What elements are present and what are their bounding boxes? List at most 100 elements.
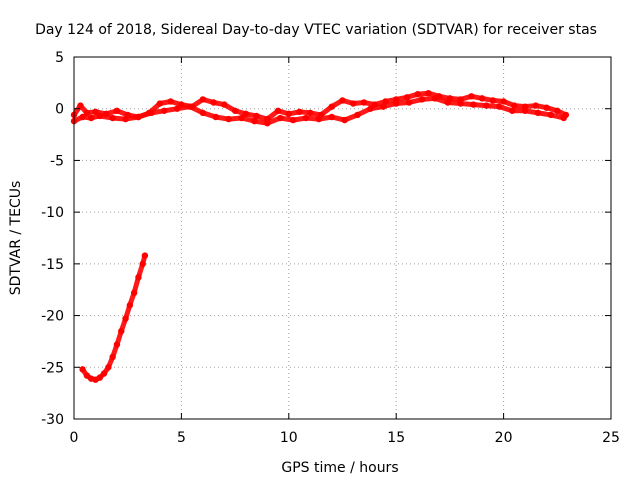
data-point bbox=[135, 113, 142, 121]
data-point bbox=[483, 102, 490, 109]
series-trace bbox=[71, 95, 567, 126]
data-point bbox=[418, 96, 426, 103]
data-point bbox=[554, 107, 561, 114]
data-point bbox=[210, 99, 217, 106]
data-point bbox=[328, 113, 335, 121]
data-point bbox=[83, 109, 91, 117]
data-point bbox=[186, 103, 194, 110]
data-point bbox=[225, 115, 232, 123]
data-point bbox=[199, 96, 207, 103]
data-point bbox=[511, 102, 518, 109]
y-tick-label: 5 bbox=[55, 50, 64, 66]
y-tick-label: -15 bbox=[41, 257, 64, 273]
x-tick-label: 25 bbox=[602, 430, 620, 446]
data-point bbox=[87, 114, 95, 122]
data-point bbox=[126, 302, 134, 309]
data-point bbox=[253, 112, 260, 120]
data-point bbox=[380, 103, 387, 110]
data-point bbox=[109, 114, 116, 122]
x-tick-label: 15 bbox=[387, 430, 405, 446]
data-point bbox=[296, 108, 303, 116]
chart-title: Day 124 of 2018, Sidereal Day-to-day VTE… bbox=[35, 22, 597, 38]
data-point bbox=[79, 113, 86, 121]
data-point bbox=[173, 105, 181, 112]
data-point bbox=[148, 109, 155, 117]
data-point bbox=[135, 274, 142, 281]
data-point bbox=[405, 99, 413, 106]
y-axis-label: SDTVAR / TECUs bbox=[8, 181, 24, 296]
data-point bbox=[79, 366, 86, 373]
data-point bbox=[521, 107, 529, 114]
data-point bbox=[350, 100, 357, 107]
data-point bbox=[96, 374, 103, 381]
data-point bbox=[118, 327, 125, 335]
data-point bbox=[543, 104, 550, 111]
y-tick-label: -20 bbox=[41, 309, 64, 325]
data-point bbox=[139, 260, 146, 268]
data-point bbox=[105, 364, 112, 371]
data-point bbox=[96, 112, 103, 120]
data-point bbox=[251, 117, 258, 125]
data-point bbox=[277, 114, 284, 122]
data-point bbox=[113, 107, 121, 114]
data-point bbox=[274, 107, 282, 114]
y-tick-label: 0 bbox=[55, 102, 64, 118]
data-point bbox=[231, 107, 239, 114]
data-point bbox=[534, 109, 542, 117]
data-point bbox=[122, 315, 129, 322]
data-point bbox=[341, 116, 348, 124]
data-point bbox=[500, 98, 507, 105]
data-point bbox=[360, 99, 368, 106]
data-point bbox=[285, 110, 292, 118]
data-point bbox=[393, 100, 400, 107]
data-point bbox=[367, 105, 374, 112]
data-point bbox=[130, 289, 138, 297]
data-point bbox=[457, 100, 464, 107]
x-tick-label: 5 bbox=[177, 430, 186, 446]
x-tick-label: 10 bbox=[280, 430, 298, 446]
data-point bbox=[109, 353, 116, 361]
data-point bbox=[508, 107, 516, 114]
data-point bbox=[167, 98, 174, 105]
data-point bbox=[212, 113, 219, 121]
data-point bbox=[354, 111, 361, 119]
y-tick-label: -25 bbox=[41, 360, 64, 376]
data-point bbox=[478, 95, 486, 102]
y-tick-label: -5 bbox=[50, 153, 64, 169]
data-point bbox=[315, 115, 323, 123]
x-tick-label: 20 bbox=[495, 430, 513, 446]
data-point bbox=[382, 98, 389, 105]
data-point bbox=[92, 108, 99, 116]
data-point bbox=[414, 91, 421, 98]
data-point bbox=[489, 97, 497, 104]
data-point bbox=[100, 370, 108, 377]
data-point bbox=[496, 103, 503, 110]
data-point bbox=[242, 110, 250, 118]
data-point bbox=[307, 109, 314, 117]
data-point bbox=[532, 102, 540, 109]
data-point bbox=[156, 100, 164, 107]
data-point bbox=[339, 97, 346, 104]
data-point bbox=[468, 93, 475, 100]
x-axis-label: GPS time / hours bbox=[281, 460, 398, 476]
y-tick-label: -10 bbox=[41, 205, 64, 221]
data-point bbox=[547, 111, 555, 119]
data-point bbox=[113, 341, 121, 348]
data-point bbox=[77, 102, 84, 109]
data-point bbox=[302, 114, 310, 122]
data-point bbox=[238, 114, 245, 122]
x-tick-label: 0 bbox=[70, 430, 79, 446]
data-point bbox=[470, 101, 477, 108]
axis-ticks: 0 5 10 15 20 25 -30 -25 -20 -15 -10 -5 0 5 bbox=[41, 50, 620, 446]
plot-frame bbox=[73, 56, 612, 420]
data-point bbox=[431, 95, 439, 102]
data-point bbox=[141, 252, 149, 259]
data-point bbox=[403, 94, 411, 101]
data-point bbox=[221, 101, 228, 108]
data-point bbox=[289, 116, 297, 124]
data-point bbox=[560, 114, 567, 122]
series-2 bbox=[79, 252, 149, 383]
